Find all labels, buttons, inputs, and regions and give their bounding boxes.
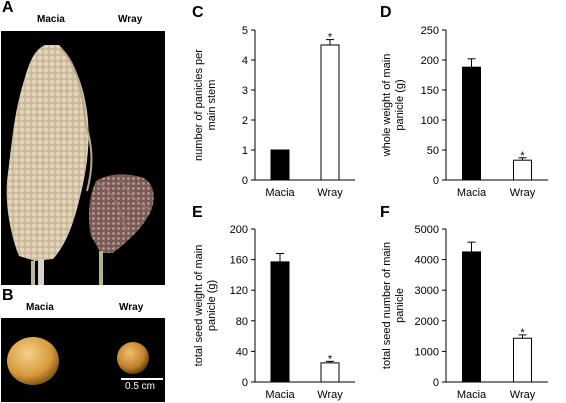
y-tick-label: 0 [242, 175, 248, 187]
panel-letter-a: A [2, 0, 14, 16]
panicle-illustration [6, 45, 154, 285]
x-tick-label: Macia [265, 389, 295, 401]
y-tick-label: 2 [242, 115, 248, 127]
scale-bar-label: 0.5 cm [125, 381, 156, 392]
y-tick-label: 250 [421, 25, 439, 37]
bar-wray [513, 159, 532, 181]
chart-c: C 0 1 2 3 4 5 number of panicles permain stem Ma… [192, 4, 355, 199]
photo-b-label-macia: Macia [26, 302, 54, 313]
y-tick-label: 5000 [415, 224, 439, 236]
y-tick-label: 160 [230, 255, 248, 267]
x-tick-label: Macia [457, 187, 487, 199]
y-tick-label: 1 [242, 145, 248, 157]
y-axis-label: total seed number of mainpanicle [381, 242, 406, 369]
y-axis-label: total seed weight of mainpanicle (g) [193, 245, 218, 367]
y-axis-label-line: panicle (g) [394, 79, 406, 130]
x-tick-label: Wray [510, 389, 536, 401]
y-tick-label: 40 [236, 346, 248, 358]
panel-letter-b: B [2, 287, 14, 304]
panicle-photo [1, 31, 165, 285]
x-tick-label: Wray [317, 187, 343, 199]
y-tick-label: 0 [242, 377, 248, 389]
y-tick-label: 200 [230, 224, 248, 236]
y-tick-label: 0 [433, 377, 439, 389]
y-axis-label-line: main stem [206, 80, 218, 131]
x-tick-label: Wray [317, 389, 343, 401]
y-axis-label: whole weight of mainpanicle (g) [381, 54, 406, 158]
y-tick-label: 100 [421, 115, 439, 127]
y-axis-label-line: number of panicles per [193, 49, 205, 161]
bar-wray [320, 44, 340, 181]
y-tick-label: 200 [421, 55, 439, 67]
bar-macia [270, 261, 290, 383]
scale-bar [121, 378, 163, 380]
y-axis-label: number of panicles permain stem [193, 49, 218, 161]
y-tick-label: 2000 [415, 316, 439, 328]
photo-a-label-wray: Wray [118, 14, 143, 25]
y-tick-label: 120 [230, 285, 248, 297]
y-axis-label-line: panicle [394, 288, 406, 323]
y-axis-label-line: whole weight of main [381, 54, 393, 158]
y-tick-label: 50 [427, 145, 439, 157]
y-tick-label: 80 [236, 316, 248, 328]
significance-marker: * [520, 327, 525, 339]
significance-marker: * [328, 32, 333, 44]
bar-macia [462, 251, 481, 383]
x-tick-label: Macia [265, 187, 295, 199]
panel-letter: F [380, 204, 390, 221]
y-tick-label: 150 [421, 85, 439, 97]
panel-letter: C [192, 4, 204, 21]
y-tick-label: 4000 [415, 255, 439, 267]
significance-marker: * [520, 150, 525, 162]
y-axis-label-line: total seed weight of main [193, 245, 205, 367]
y-tick-label: 3 [242, 85, 248, 97]
chart-d: D 0 50 100 150 200 250 whole weight of mainpani… [380, 4, 548, 199]
x-tick-label: Wray [510, 187, 536, 199]
seed-illustration [7, 337, 149, 385]
y-tick-label: 1000 [415, 346, 439, 358]
bar-macia [270, 149, 290, 181]
y-tick-label: 5 [242, 25, 248, 37]
seed-photo: 0.5 cm [1, 318, 165, 402]
chart-e: E 0 40 80 120 160 200 total seed weight of main… [192, 204, 355, 401]
y-tick-label: 3000 [415, 285, 439, 297]
photo-a-label-macia: Macia [37, 14, 65, 25]
panel-letter: D [380, 4, 392, 21]
photo-b-label-wray: Wray [119, 302, 144, 313]
bar-wray [513, 337, 532, 383]
chart-f: F 0 1000 2000 3000 4000 5000 total seed number … [380, 204, 548, 401]
panel-letter: E [192, 204, 203, 221]
y-axis-label-line: panicle (g) [206, 280, 218, 331]
x-tick-label: Macia [457, 389, 487, 401]
y-tick-label: 0 [433, 175, 439, 187]
bar-macia [462, 66, 481, 181]
y-tick-label: 4 [242, 55, 248, 67]
y-axis-label-line: total seed number of main [381, 242, 393, 369]
bar-wray [320, 362, 340, 383]
significance-marker: * [328, 353, 333, 365]
